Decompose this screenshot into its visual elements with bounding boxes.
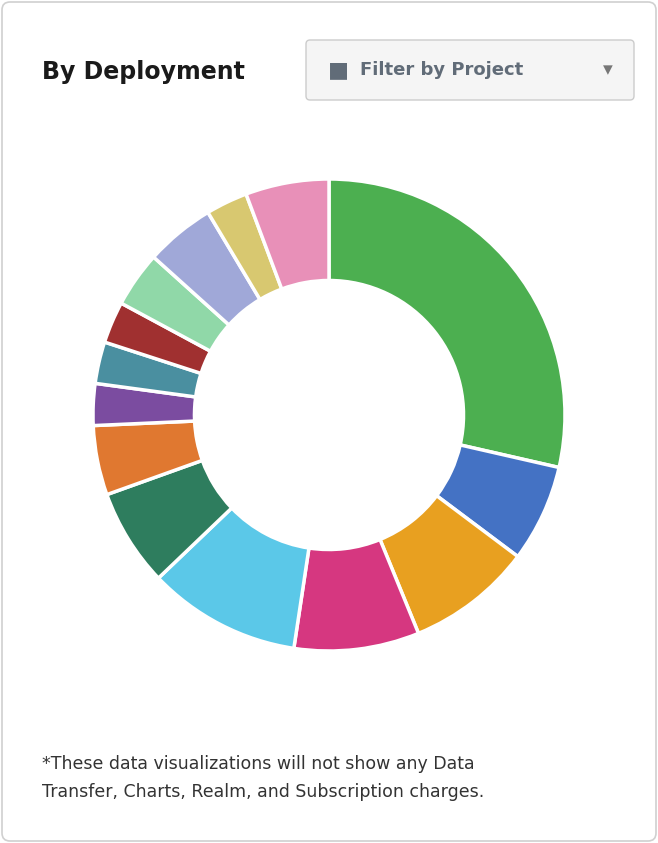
Text: Transfer, Charts, Realm, and Subscription charges.: Transfer, Charts, Realm, and Subscriptio… xyxy=(42,783,484,801)
Wedge shape xyxy=(93,421,203,495)
Wedge shape xyxy=(208,194,282,299)
Wedge shape xyxy=(95,342,201,397)
Wedge shape xyxy=(380,496,518,633)
Wedge shape xyxy=(153,212,260,325)
Wedge shape xyxy=(105,303,211,373)
Wedge shape xyxy=(121,257,229,352)
Wedge shape xyxy=(159,508,309,648)
Text: ■: ■ xyxy=(328,60,349,80)
Wedge shape xyxy=(294,540,418,651)
Wedge shape xyxy=(437,445,559,556)
Wedge shape xyxy=(93,384,195,426)
Text: *These data visualizations will not show any Data: *These data visualizations will not show… xyxy=(42,755,474,773)
Text: By Deployment: By Deployment xyxy=(42,60,245,84)
Wedge shape xyxy=(107,460,232,578)
Wedge shape xyxy=(329,179,565,468)
Text: Filter by Project: Filter by Project xyxy=(360,61,523,79)
FancyBboxPatch shape xyxy=(306,40,634,100)
Text: ▾: ▾ xyxy=(603,61,613,79)
Wedge shape xyxy=(246,179,329,289)
